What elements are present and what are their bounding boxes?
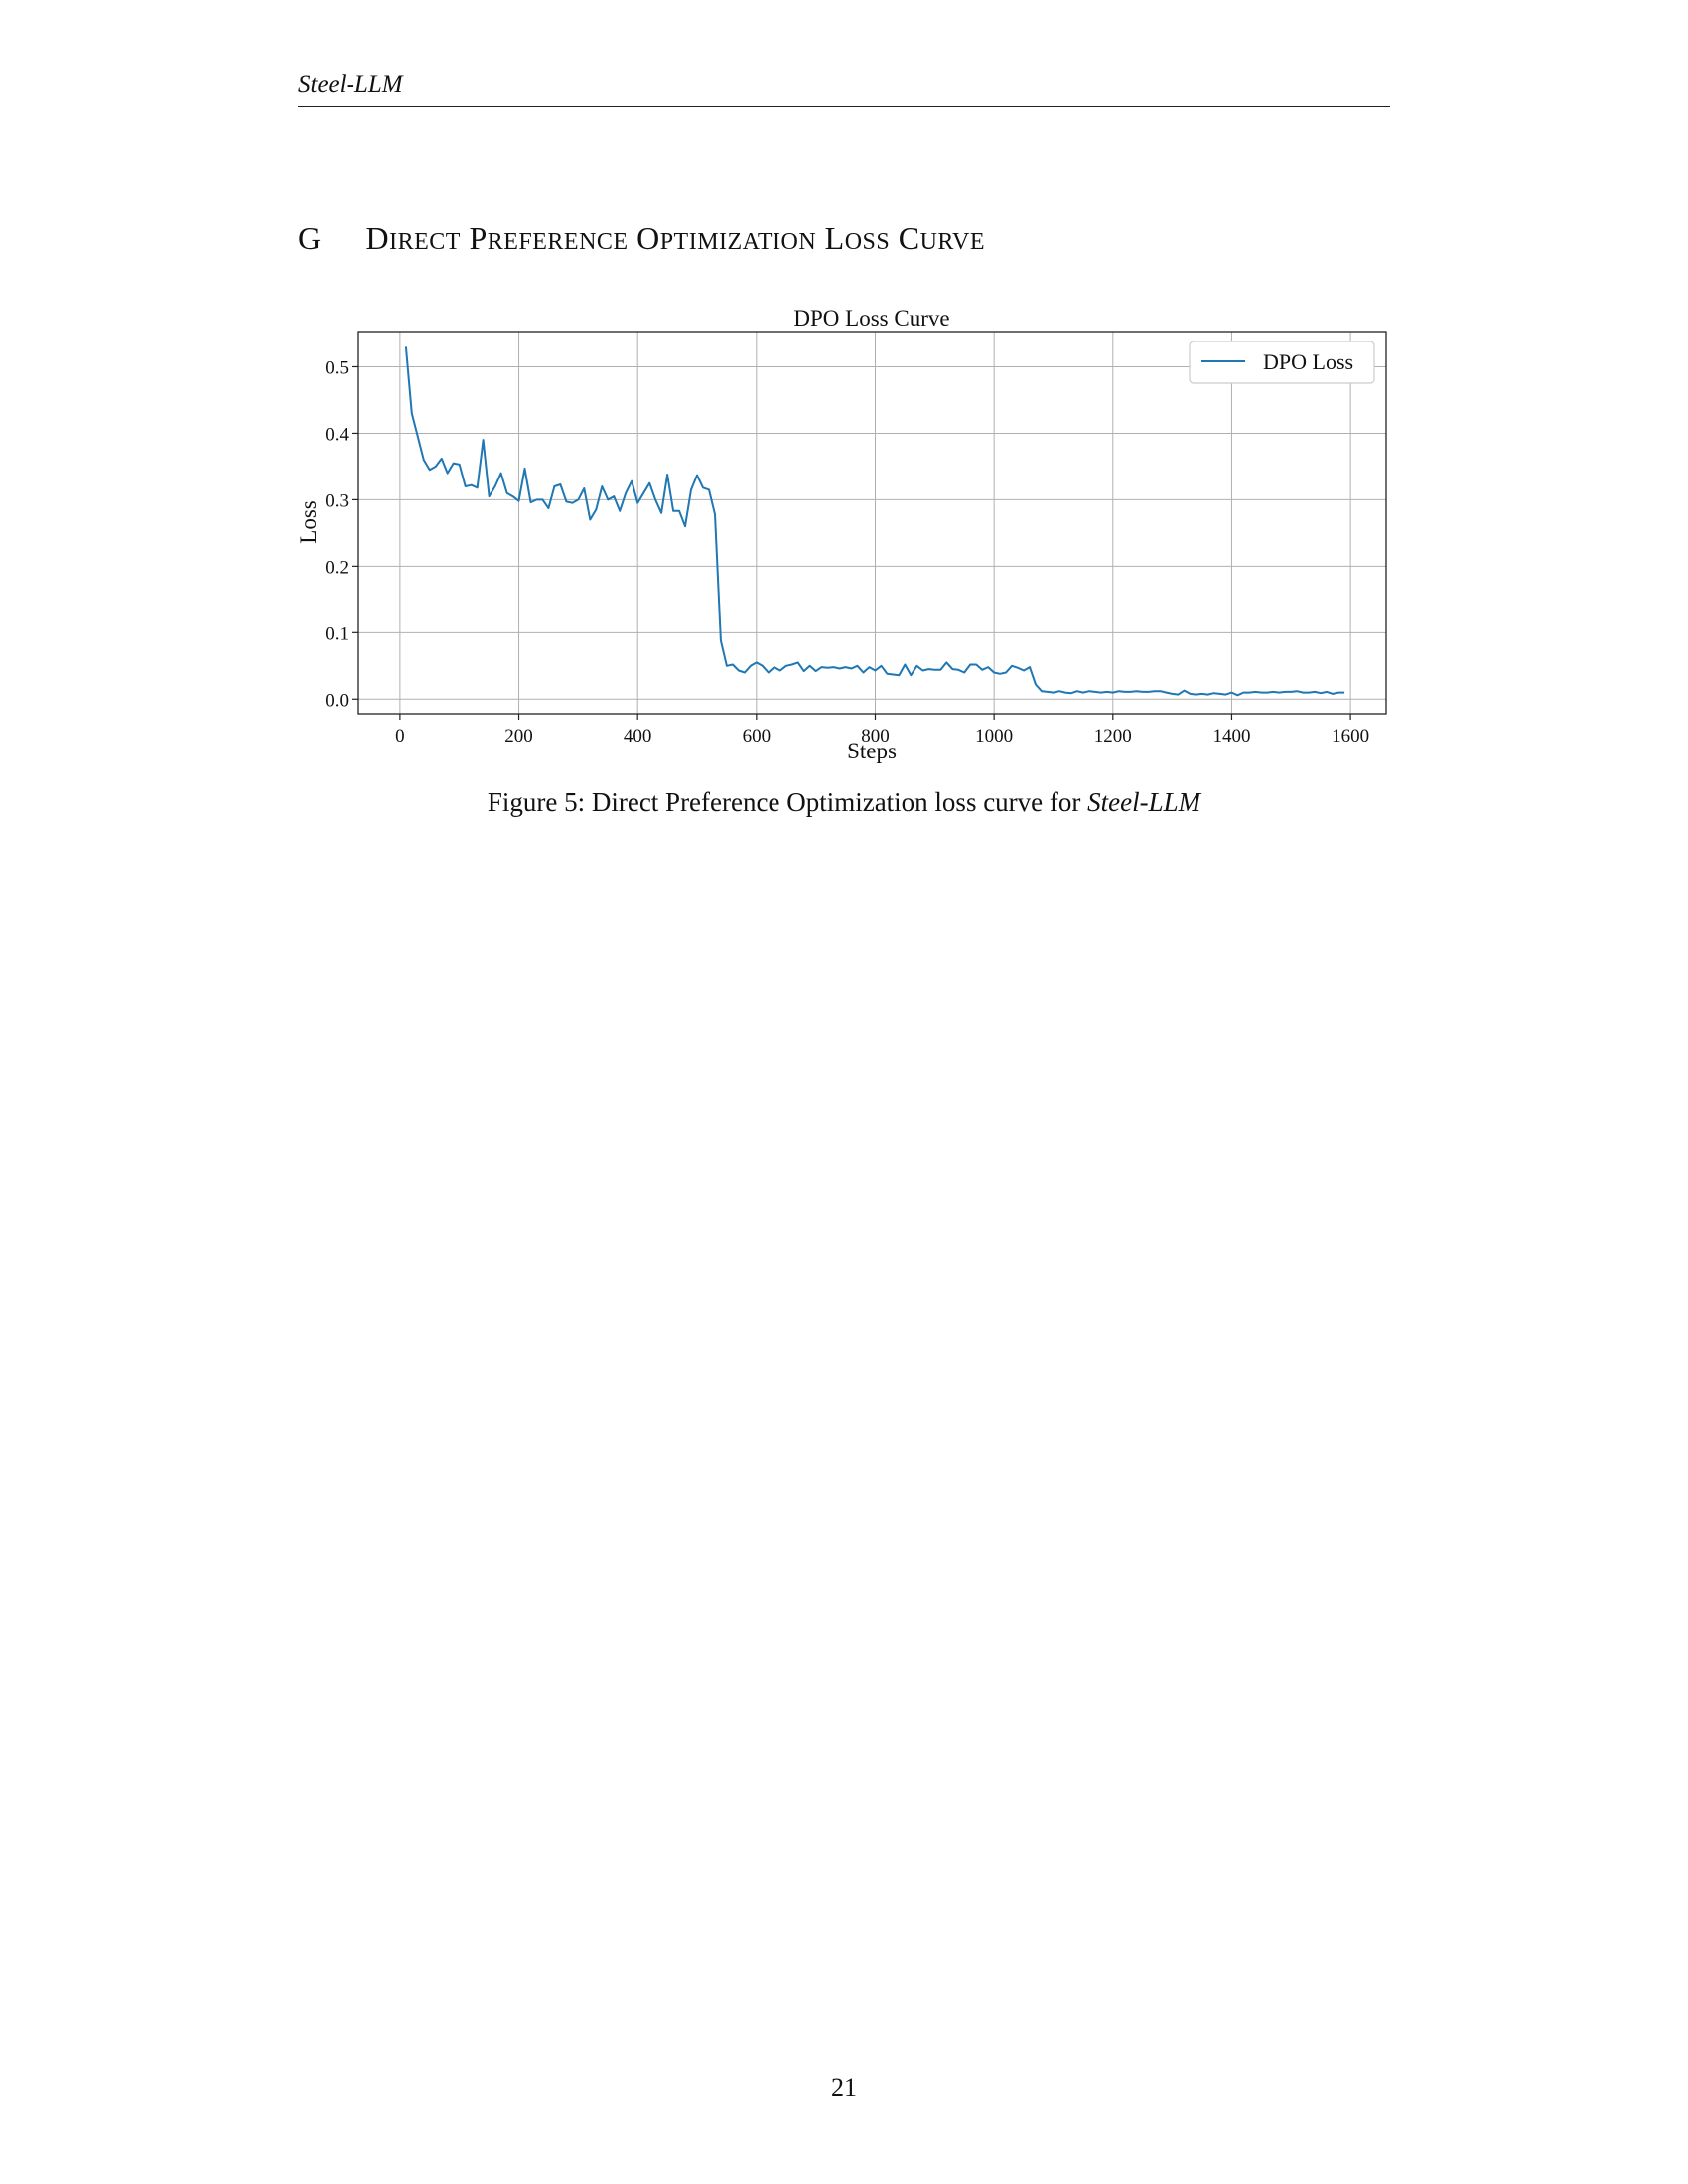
x-tick-label: 400 (624, 726, 652, 747)
section-title: DIRECT PREFERENCE OPTIMIZATION LOSS CURV… (365, 220, 986, 256)
x-tick-label: 0 (395, 726, 405, 747)
x-tick-label: 1000 (975, 726, 1013, 747)
y-tick-label: 0.4 (325, 424, 349, 445)
page-number: 21 (831, 2073, 857, 2102)
chart-title: DPO Loss Curve (793, 306, 949, 331)
y-tick-label: 0.5 (325, 357, 349, 378)
legend-label: DPO Loss (1263, 349, 1353, 374)
header-rule (298, 106, 1390, 107)
grid-layer (358, 332, 1386, 714)
x-tick-label: 200 (504, 726, 533, 747)
y-tick-label: 0.1 (325, 623, 349, 644)
series-line-dpo-loss (404, 346, 1345, 697)
figure-caption: Figure 5: Direct Preference Optimization… (0, 787, 1688, 818)
x-axis-label: Steps (847, 739, 897, 763)
tick-layer: 0 200 400 600 800 1000 1200 1400 1600 0.0 0.1 0.2 0.… (325, 357, 1369, 747)
dpo-loss-chart: DPO Loss Curve 0 200 400 600 800 1000 1200 1400… (296, 306, 1387, 763)
x-tick-label: 1200 (1094, 726, 1132, 747)
section-heading: G DIRECT PREFERENCE OPTIMIZATION LOSS CU… (298, 220, 985, 257)
legend: DPO Loss (1189, 341, 1375, 384)
y-tick-label: 0.3 (325, 490, 349, 511)
x-tick-label: 1400 (1212, 726, 1250, 747)
y-axis-label: Loss (296, 500, 321, 544)
plot-frame (357, 331, 1387, 715)
y-tick-label: 0.2 (325, 557, 349, 578)
caption-text: Figure 5: Direct Preference Optimization… (487, 787, 1088, 817)
y-tick-label: 0.0 (325, 690, 349, 711)
section-letter: G (298, 220, 322, 256)
x-tick-label: 1600 (1332, 726, 1369, 747)
caption-model-name: Steel-LLM (1087, 787, 1201, 817)
running-header: Steel-LLM (298, 71, 403, 98)
legend-box (1189, 341, 1375, 384)
x-tick-label: 600 (743, 726, 772, 747)
line-layer (404, 346, 1345, 697)
x-tick-label: 800 (861, 726, 890, 747)
